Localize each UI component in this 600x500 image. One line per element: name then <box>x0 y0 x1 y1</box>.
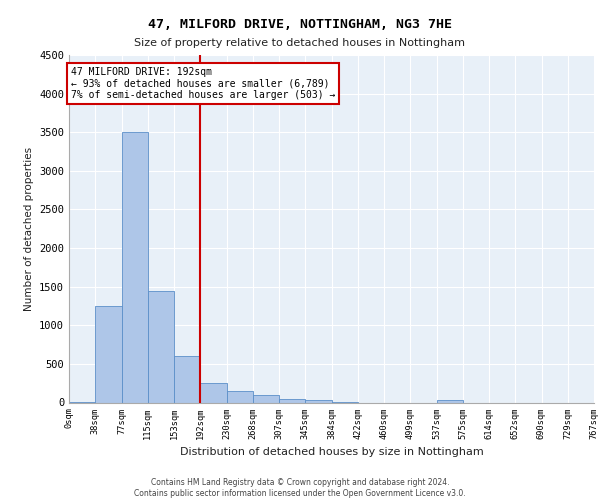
Bar <box>305 400 331 402</box>
Bar <box>121 132 148 402</box>
Bar <box>279 398 305 402</box>
Bar <box>148 290 174 403</box>
Bar <box>95 306 121 402</box>
Y-axis label: Number of detached properties: Number of detached properties <box>23 146 34 311</box>
Text: 47 MILFORD DRIVE: 192sqm
← 93% of detached houses are smaller (6,789)
7% of semi: 47 MILFORD DRIVE: 192sqm ← 93% of detach… <box>71 66 335 100</box>
Text: Size of property relative to detached houses in Nottingham: Size of property relative to detached ho… <box>134 38 466 48</box>
Bar <box>227 391 253 402</box>
X-axis label: Distribution of detached houses by size in Nottingham: Distribution of detached houses by size … <box>179 447 484 457</box>
Text: Contains HM Land Registry data © Crown copyright and database right 2024.
Contai: Contains HM Land Registry data © Crown c… <box>134 478 466 498</box>
Text: 47, MILFORD DRIVE, NOTTINGHAM, NG3 7HE: 47, MILFORD DRIVE, NOTTINGHAM, NG3 7HE <box>148 18 452 30</box>
Bar <box>174 356 200 403</box>
Bar <box>253 395 279 402</box>
Bar <box>200 383 227 402</box>
Bar <box>437 400 463 402</box>
